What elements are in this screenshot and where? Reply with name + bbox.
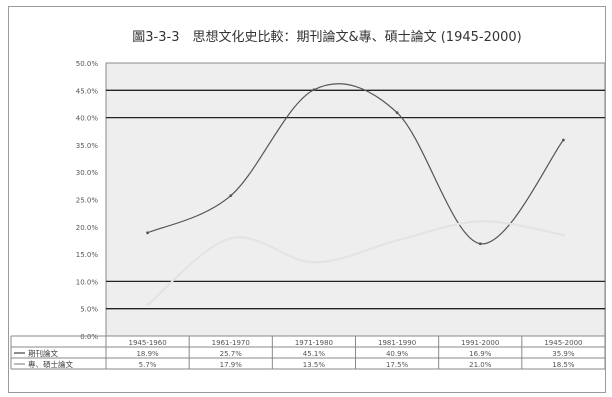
y-tick-label: 45.0%	[76, 87, 99, 95]
y-tick-label: 10.0%	[76, 278, 99, 286]
chart-frame: 圖3-3-3 思想文化史比較：期刊論文&專、碩士論文 (1945-2000) 0…	[8, 6, 606, 393]
table-value: 17.9%	[220, 361, 243, 369]
table-value: 40.9%	[386, 350, 409, 358]
data-point	[562, 233, 565, 237]
x-tick-label: 1945-1960	[129, 339, 167, 347]
data-point	[562, 138, 565, 142]
plot-area	[105, 62, 605, 337]
y-tick-label: 20.0%	[76, 224, 99, 232]
data-point	[478, 242, 482, 246]
table-value: 45.1%	[303, 350, 326, 358]
table-value: 13.5%	[303, 361, 326, 369]
y-tick-label: 50.0%	[76, 60, 99, 68]
x-tick-label: 1971-1980	[295, 339, 333, 347]
data-point	[478, 219, 482, 223]
table-value: 35.9%	[552, 350, 575, 358]
y-tick-label: 25.0%	[76, 197, 99, 205]
y-tick-label: 15.0%	[76, 251, 99, 259]
data-point	[395, 239, 399, 242]
y-tick-label: 5.0%	[80, 306, 98, 314]
series-line	[146, 220, 564, 306]
x-tick-label: 1945-2000	[544, 339, 582, 347]
legend-label: 專、碩士論文	[28, 359, 73, 369]
legend-label: 期刊論文	[28, 348, 58, 358]
table-value: 25.7%	[220, 350, 243, 358]
data-point	[146, 231, 149, 235]
data-point	[229, 194, 233, 198]
chart-title: 圖3-3-3 思想文化史比較：期刊論文&專、碩士論文 (1945-2000)	[132, 29, 521, 45]
table-value: 17.5%	[386, 361, 409, 369]
data-point	[312, 260, 316, 264]
table-value: 18.5%	[552, 361, 575, 369]
table-value: 16.9%	[469, 350, 492, 358]
x-tick-label: 1961-1970	[212, 339, 250, 347]
table-value: 5.7%	[139, 361, 157, 369]
y-tick-label: 0.0%	[80, 333, 98, 341]
y-tick-label: 35.0%	[76, 142, 99, 150]
data-point	[395, 111, 399, 115]
data-point	[312, 88, 316, 92]
table-value: 21.0%	[469, 361, 492, 369]
y-tick-label: 30.0%	[76, 169, 99, 177]
table-value: 18.9%	[136, 350, 159, 358]
data-point	[146, 303, 149, 307]
data-point	[229, 236, 233, 240]
y-tick-label: 40.0%	[76, 115, 99, 123]
line-chart: 圖3-3-3 思想文化史比較：期刊論文&專、碩士論文 (1945-2000) 0…	[10, 29, 605, 370]
x-tick-label: 1981-1990	[378, 339, 416, 347]
x-tick-label: 1991-2000	[461, 339, 499, 347]
